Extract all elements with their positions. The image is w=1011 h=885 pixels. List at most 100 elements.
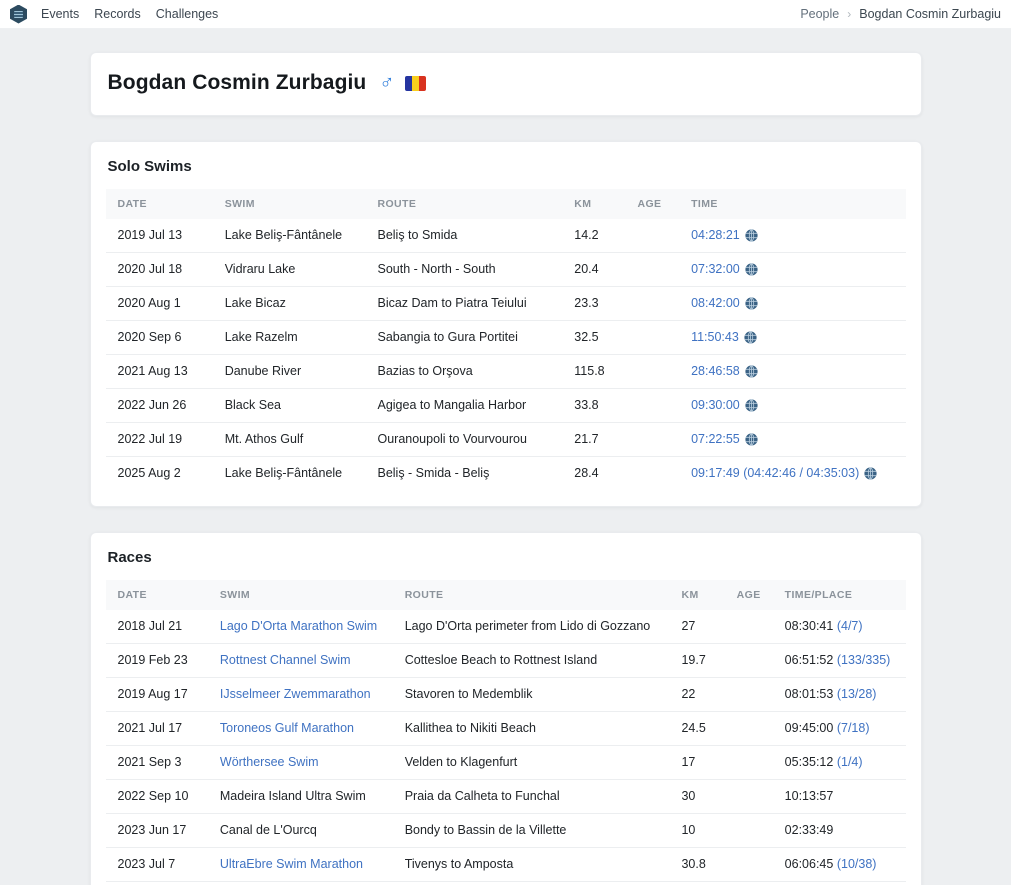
race-swim-link[interactable]: Lago D'Orta Marathon Swim [219,619,378,633]
age-cell [625,286,680,321]
race-swim-link[interactable]: UltraEbre Swim Marathon [219,857,363,871]
globe-track-icon[interactable] [745,228,758,242]
age-cell [625,320,680,355]
swim-cell: Wörthersee Swim [207,745,393,780]
col-header-km: KM [562,189,626,219]
time-cell: 09:17:49 (04:42:46 / 04:35:03) [679,456,906,490]
route-cell: Bazias to Orşova [365,354,563,389]
place-link[interactable]: (13/28) [836,687,877,701]
km-cell: 30.8 [669,847,725,882]
swim-cell: Rottnest Channel Swim [207,643,393,678]
race-time: 09:45:00 [784,721,834,735]
route-cell: Sabangia to Gura Portitei [365,320,563,355]
race-time: 02:33:49 [784,823,834,837]
table-row: 2025 Aug 2 Lake Beliş-Fântânele Beliş - Sm… [105,456,906,490]
time-link[interactable]: 04:28:21 [691,228,740,242]
page-title: Bogdan Cosmin Zurbagiu [107,71,367,94]
globe-track-icon[interactable] [745,364,758,378]
place-link[interactable]: (1/4) [836,755,863,769]
date-cell: 2023 Jun 17 [105,813,208,848]
swim-cell: IJsselmeer Zwemmarathon [207,677,393,712]
km-cell: 24.5 [669,711,725,746]
col-header-route: ROUTE [365,189,563,219]
globe-track-icon[interactable] [745,262,758,276]
time-link[interactable]: 09:30:00 [691,398,740,412]
swim-cell: Lake Beliş-Fântânele [224,228,343,242]
nav-links: Events Records Challenges [41,7,218,21]
msf-hexagon-logo-icon[interactable] [10,4,27,24]
time-link[interactable]: 28:46:58 [691,364,740,378]
col-header-time-place: TIME/PLACE [772,580,906,610]
swim-cell: Batalla de Rande [207,881,393,885]
route-cell: Ouranoupoli to Vourvourou [365,422,563,457]
race-swim-link[interactable]: Wörthersee Swim [219,755,319,769]
globe-track-icon[interactable] [864,466,877,480]
race-swim-link[interactable]: IJsselmeer Zwemmarathon [219,687,371,701]
swim-cell: Canal de L'Ourcq [207,813,393,848]
route-cell: Stavoren to Medemblik [392,677,670,712]
place-link[interactable]: (7/18) [836,721,870,735]
time-place-cell: 02:33:49 [772,813,906,848]
time-link[interactable]: 07:22:55 [691,432,740,446]
time-cell: 08:42:00 [679,286,906,321]
time-cell: 07:32:00 [679,252,906,287]
date-cell: 2020 Jul 18 [105,252,213,287]
col-header-route: ROUTE [392,580,670,610]
km-cell: 32.5 [562,320,626,355]
globe-track-icon[interactable] [745,432,758,446]
breadcrumb-people-link[interactable]: People [800,7,840,21]
swim-cell: Danube River [212,354,366,389]
age-cell [625,219,679,253]
time-link[interactable]: 11:50:43 [691,330,739,344]
time-place-cell: 06:51:52 (133/335) [772,643,906,678]
col-header-age: AGE [724,580,773,610]
solo-swims-table: DATE SWIM ROUTE KM AGE TIME 2019 Jul 13 L… [105,189,906,490]
date-cell: 2022 Jul 19 [105,422,213,457]
time-place-cell: 10:13:57 [772,779,906,814]
km-cell: 14.2 [574,228,599,242]
age-cell [724,813,773,848]
table-row: 2023 Jun 17 Canal de L'Ourcq Bondy to Bass… [105,813,906,848]
km-cell: 28.4 [562,456,626,490]
nav-link-events[interactable]: Events [41,7,80,21]
globe-track-icon[interactable] [744,330,757,344]
table-row: 2021 Jul 17 Toroneos Gulf Marathon Kallith… [105,711,906,746]
place-link[interactable]: (4/7) [836,619,863,633]
route-cell: Tivenys to Amposta [392,847,670,882]
race-swim-link[interactable]: Rottnest Channel Swim [219,653,351,667]
romania-flag-icon [405,75,427,91]
nav-link-challenges[interactable]: Challenges [155,7,219,21]
place-link[interactable]: (10/38) [836,857,877,871]
race-swim-link[interactable]: Toroneos Gulf Marathon [219,721,354,735]
table-row: 2022 Jul 19 Mt. Athos Gulf Ouranoupoli to … [105,422,906,457]
table-row: 2022 Jun 26 Black Sea Agigea to Mangalia H… [105,388,906,423]
male-gender-icon: ♂ [379,72,395,94]
table-row: 2021 Aug 13 Danube River Bazias to Orşova 1… [105,354,906,389]
date-cell: 2020 Aug 1 [105,286,213,321]
age-cell [625,388,680,423]
table-row: 2019 Aug 17 IJsselmeer Zwemmarathon Stavor… [105,677,906,712]
table-row: 2023 Jul 7 UltraEbre Swim Marathon Tivenys… [105,847,906,882]
time-link[interactable]: 08:42:00 [691,296,740,310]
time-link[interactable]: 09:17:49 (04:42:46 / 04:35:03) [691,466,860,480]
time-cell: 09:30:00 [679,388,906,423]
km-cell: 25 [669,881,725,885]
col-header-swim: SWIM [207,580,393,610]
swim-cell: Black Sea [212,388,366,423]
main-content: Bogdan Cosmin Zurbagiu ♂ Solo Swims DATE… [0,29,1011,885]
place-link[interactable]: (133/335) [836,653,891,667]
table-header-row: DATE SWIM ROUTE KM AGE TIME/PLACE [105,580,906,610]
races-title: Races [107,549,152,566]
nav-link-records[interactable]: Records [94,7,141,21]
globe-track-icon[interactable] [745,398,758,412]
time-place-cell: 06:06:45 (10/38) [772,847,906,882]
age-cell [724,677,773,712]
km-cell: 30 [669,779,725,814]
chevron-right-icon: › [847,7,852,21]
time-link[interactable]: 07:32:00 [691,262,740,276]
navbar: Events Records Challenges People › Bogda… [0,0,1011,29]
age-cell [724,847,773,882]
date-cell: 2021 Jul 17 [105,711,208,746]
date-cell: 2019 Aug 17 [105,677,208,712]
globe-track-icon[interactable] [745,296,758,310]
